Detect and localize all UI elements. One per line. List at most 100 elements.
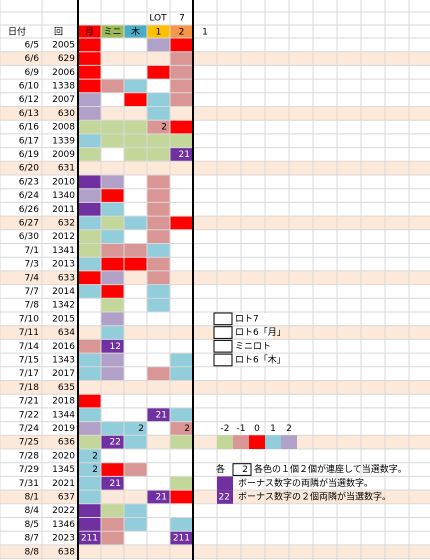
scale-value: 1 [270, 424, 276, 434]
cell [124, 421, 147, 436]
cell [147, 257, 170, 271]
cell [78, 202, 101, 217]
cell [78, 92, 101, 107]
cell [170, 51, 193, 66]
date: 7/7 [25, 287, 39, 297]
header-label: 1 [156, 28, 162, 38]
row-band [0, 106, 430, 121]
date: 7/22 [19, 410, 39, 420]
lot7-label: 7 [179, 14, 185, 24]
row-band [0, 161, 430, 175]
cell [124, 517, 147, 532]
cell [147, 216, 170, 230]
cell-label: 2 [92, 465, 98, 475]
cell [101, 517, 124, 532]
legend-bg [233, 313, 273, 325]
cell [170, 133, 193, 148]
round: 2014 [52, 287, 75, 297]
round: 634 [58, 328, 75, 338]
scale-swatch [217, 435, 233, 449]
date: 8/4 [25, 506, 40, 516]
cell [147, 133, 170, 148]
cell-label: 21 [110, 479, 121, 489]
cell [124, 133, 147, 148]
date: 6/12 [19, 95, 39, 105]
cell [170, 120, 193, 134]
cell [78, 449, 101, 463]
round: 2005 [52, 40, 75, 50]
header-cell [170, 25, 193, 38]
date: 7/3 [25, 260, 39, 270]
cell [78, 435, 101, 449]
cell [101, 462, 124, 477]
date: 6/26 [19, 205, 39, 215]
cell [101, 312, 124, 326]
date: 7/11 [19, 328, 39, 338]
date: 6/10 [19, 81, 39, 91]
round: 2015 [52, 314, 75, 324]
cell [124, 92, 147, 107]
scale-swatch [249, 435, 265, 449]
cell [101, 435, 124, 449]
cell [78, 106, 101, 121]
round: 2008 [52, 123, 75, 133]
note-box [232, 463, 252, 476]
cell [78, 394, 101, 408]
cell [101, 339, 124, 354]
legend-bg [233, 326, 273, 339]
cell [170, 366, 193, 381]
round: 1338 [52, 81, 75, 91]
cell [101, 216, 124, 230]
date: 6/27 [19, 218, 39, 228]
round: 2011 [52, 205, 75, 215]
legend-box [213, 353, 233, 367]
round: 1341 [52, 246, 75, 256]
cell [78, 51, 101, 66]
cell-label: 12 [110, 342, 121, 352]
date: 7/28 [19, 451, 39, 461]
cell [170, 79, 193, 93]
cell [147, 229, 170, 244]
cell [78, 188, 101, 203]
round: 1345 [52, 465, 75, 475]
legend-bg [233, 340, 273, 353]
cell [101, 243, 124, 258]
note-text: 各色の１個２個が連座して当選数字。 [254, 463, 407, 475]
header-label: 木 [131, 26, 140, 38]
note-text: ボーナス数字の両隣が当選数字。 [238, 477, 373, 489]
header-cell [78, 25, 101, 38]
cell [78, 353, 101, 367]
cell [78, 257, 101, 271]
lot-label: LOT [149, 14, 167, 24]
date: 7/29 [19, 465, 39, 475]
header-extra: 1 [202, 28, 208, 38]
round: 2018 [52, 397, 75, 407]
date: 7/25 [19, 438, 39, 448]
cell [78, 490, 101, 504]
cell [170, 353, 193, 367]
round: 637 [58, 492, 75, 502]
round: 2021 [52, 479, 75, 489]
legend-box [213, 326, 233, 339]
round: 636 [58, 438, 75, 448]
cell [170, 216, 193, 230]
cell-label: 21 [156, 410, 167, 420]
cell [78, 476, 101, 491]
cell [101, 229, 124, 244]
round: 630 [58, 109, 75, 119]
cell [124, 216, 147, 230]
legend-bg [233, 354, 273, 366]
cell-label: 21 [179, 150, 190, 160]
cell [78, 270, 101, 285]
cell [78, 366, 101, 381]
round: 2006 [52, 68, 75, 78]
cell [78, 147, 101, 162]
cell [170, 517, 193, 532]
note-box-label: 2 [242, 465, 248, 475]
round: 632 [58, 218, 75, 228]
date: 8/8 [25, 547, 40, 557]
date: 8/7 [25, 534, 39, 544]
cell [124, 435, 147, 449]
round: 1342 [52, 301, 75, 311]
